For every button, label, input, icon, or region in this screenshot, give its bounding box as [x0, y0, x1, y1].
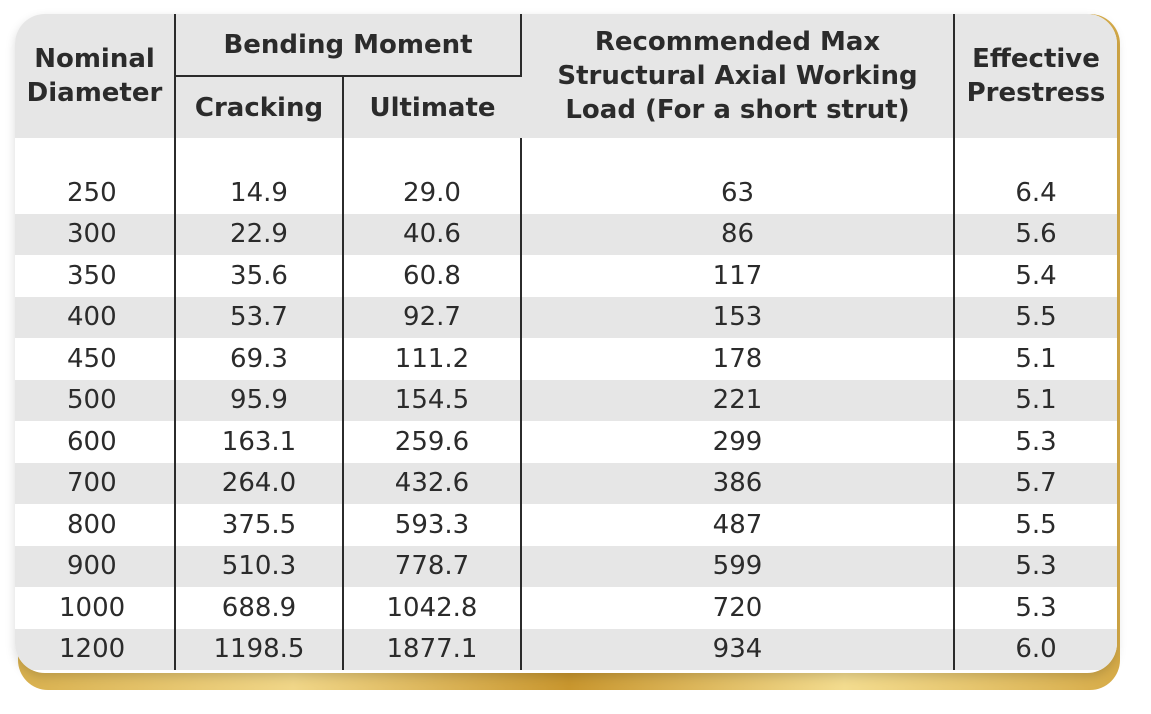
cell-load: 63	[521, 172, 955, 214]
spec-table-card: Nominal Diameter Bending Moment Recommen…	[15, 14, 1117, 673]
cell-cracking: 69.3	[175, 338, 344, 380]
table-row: 1200 1198.5 1877.1 934 6.0	[15, 628, 1117, 670]
cell-ultimate: 778.7	[343, 545, 522, 587]
cell-cracking: 22.9	[175, 213, 344, 255]
cell-ultimate: 92.7	[343, 296, 522, 338]
cell-load: 117	[521, 255, 955, 297]
table-body: 250 14.9 29.0 63 6.4 300 22.9 40.6 86 5.6 350 35.6 6…	[15, 172, 1117, 670]
cell-load: 299	[521, 421, 955, 463]
cell-prestress: 6.0	[954, 628, 1117, 670]
units-row: mm kNm kNm ton N/mm2	[15, 138, 1117, 172]
cell-load: 386	[521, 462, 955, 504]
cell-ultimate: 111.2	[343, 338, 522, 380]
cell-prestress: 5.1	[954, 379, 1117, 421]
cell-diameter: 700	[15, 462, 176, 504]
cell-load: 221	[521, 379, 955, 421]
table-row: 800 375.5 593.3 487 5.5	[15, 504, 1117, 546]
cell-load: 720	[521, 587, 955, 629]
cell-ultimate: 1042.8	[343, 587, 522, 629]
cell-ultimate: 60.8	[343, 255, 522, 297]
header-nominal-diameter: Nominal Diameter	[15, 14, 176, 138]
unit-prestress: N/mm2	[954, 138, 1117, 172]
unit-ultimate: kNm	[343, 138, 522, 172]
cell-cracking: 14.9	[175, 172, 344, 214]
header-cracking: Cracking	[175, 76, 344, 138]
unit-prestress-exponent: 2	[1067, 141, 1078, 158]
pile-spec-table: Nominal Diameter Bending Moment Recommen…	[15, 14, 1117, 670]
unit-load: ton	[521, 138, 955, 172]
header-axial-load: Recommended Max Structural Axial Working…	[521, 14, 955, 138]
header-ultimate: Ultimate	[343, 76, 521, 138]
cell-diameter: 300	[15, 213, 176, 255]
cell-ultimate: 259.6	[343, 421, 522, 463]
cell-prestress: 5.5	[954, 504, 1117, 546]
cell-prestress: 5.6	[954, 213, 1117, 255]
header-bending-moment: Bending Moment	[175, 14, 522, 77]
table-row: 350 35.6 60.8 117 5.4	[15, 255, 1117, 297]
cell-prestress: 6.4	[954, 172, 1117, 214]
cell-diameter: 800	[15, 504, 176, 546]
cell-cracking: 53.7	[175, 296, 344, 338]
cell-load: 86	[521, 213, 955, 255]
unit-diameter: mm	[15, 138, 176, 172]
cell-prestress: 5.1	[954, 338, 1117, 380]
cell-cracking: 688.9	[175, 587, 344, 629]
table-row: 500 95.9 154.5 221 5.1	[15, 379, 1117, 421]
cell-cracking: 35.6	[175, 255, 344, 297]
table-row: 300 22.9 40.6 86 5.6	[15, 213, 1117, 255]
cell-diameter: 900	[15, 545, 176, 587]
unit-cracking: kNm	[175, 138, 344, 172]
cell-cracking: 95.9	[175, 379, 344, 421]
table-row: 450 69.3 111.2 178 5.1	[15, 338, 1117, 380]
cell-load: 934	[521, 628, 955, 670]
cell-diameter: 1200	[15, 628, 176, 670]
cell-ultimate: 593.3	[343, 504, 522, 546]
cell-ultimate: 29.0	[343, 172, 522, 214]
cell-diameter: 500	[15, 379, 176, 421]
cell-ultimate: 40.6	[343, 213, 522, 255]
table-row: 400 53.7 92.7 153 5.5	[15, 296, 1117, 338]
table-header: Nominal Diameter Bending Moment Recommen…	[15, 14, 1117, 138]
cell-cracking: 510.3	[175, 545, 344, 587]
table-row: 900 510.3 778.7 599 5.3	[15, 545, 1117, 587]
cell-load: 487	[521, 504, 955, 546]
cell-cracking: 264.0	[175, 462, 344, 504]
cell-ultimate: 1877.1	[343, 628, 522, 670]
cell-ultimate: 154.5	[343, 379, 522, 421]
cell-diameter: 1000	[15, 587, 176, 629]
cell-prestress: 5.3	[954, 587, 1117, 629]
cell-diameter: 400	[15, 296, 176, 338]
cell-diameter: 250	[15, 172, 176, 214]
cell-prestress: 5.5	[954, 296, 1117, 338]
cell-cracking: 1198.5	[175, 628, 344, 670]
cell-prestress: 5.7	[954, 462, 1117, 504]
cell-cracking: 375.5	[175, 504, 344, 546]
cell-diameter: 600	[15, 421, 176, 463]
cell-load: 153	[521, 296, 955, 338]
cell-ultimate: 432.6	[343, 462, 522, 504]
header-effective-prestress: Effective Prestress	[954, 14, 1117, 138]
cell-prestress: 5.3	[954, 421, 1117, 463]
table-row: 250 14.9 29.0 63 6.4	[15, 172, 1117, 214]
cell-load: 599	[521, 545, 955, 587]
table-row: 600 163.1 259.6 299 5.3	[15, 421, 1117, 463]
unit-prestress-base: N/mm	[994, 143, 1068, 169]
cell-load: 178	[521, 338, 955, 380]
cell-prestress: 5.3	[954, 545, 1117, 587]
cell-prestress: 5.4	[954, 255, 1117, 297]
units-row-group: mm kNm kNm ton N/mm2	[15, 138, 1117, 172]
cell-cracking: 163.1	[175, 421, 344, 463]
cell-diameter: 350	[15, 255, 176, 297]
table-row: 700 264.0 432.6 386 5.7	[15, 462, 1117, 504]
table-row: 1000 688.9 1042.8 720 5.3	[15, 587, 1117, 629]
cell-diameter: 450	[15, 338, 176, 380]
